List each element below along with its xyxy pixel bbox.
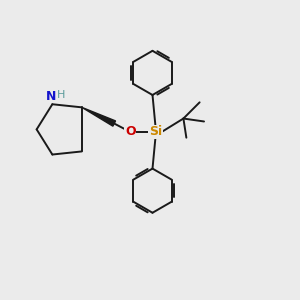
Text: Si: Si <box>149 125 162 138</box>
Text: O: O <box>125 125 136 138</box>
Text: H: H <box>57 90 65 100</box>
Polygon shape <box>82 107 116 126</box>
Text: N: N <box>46 90 56 103</box>
